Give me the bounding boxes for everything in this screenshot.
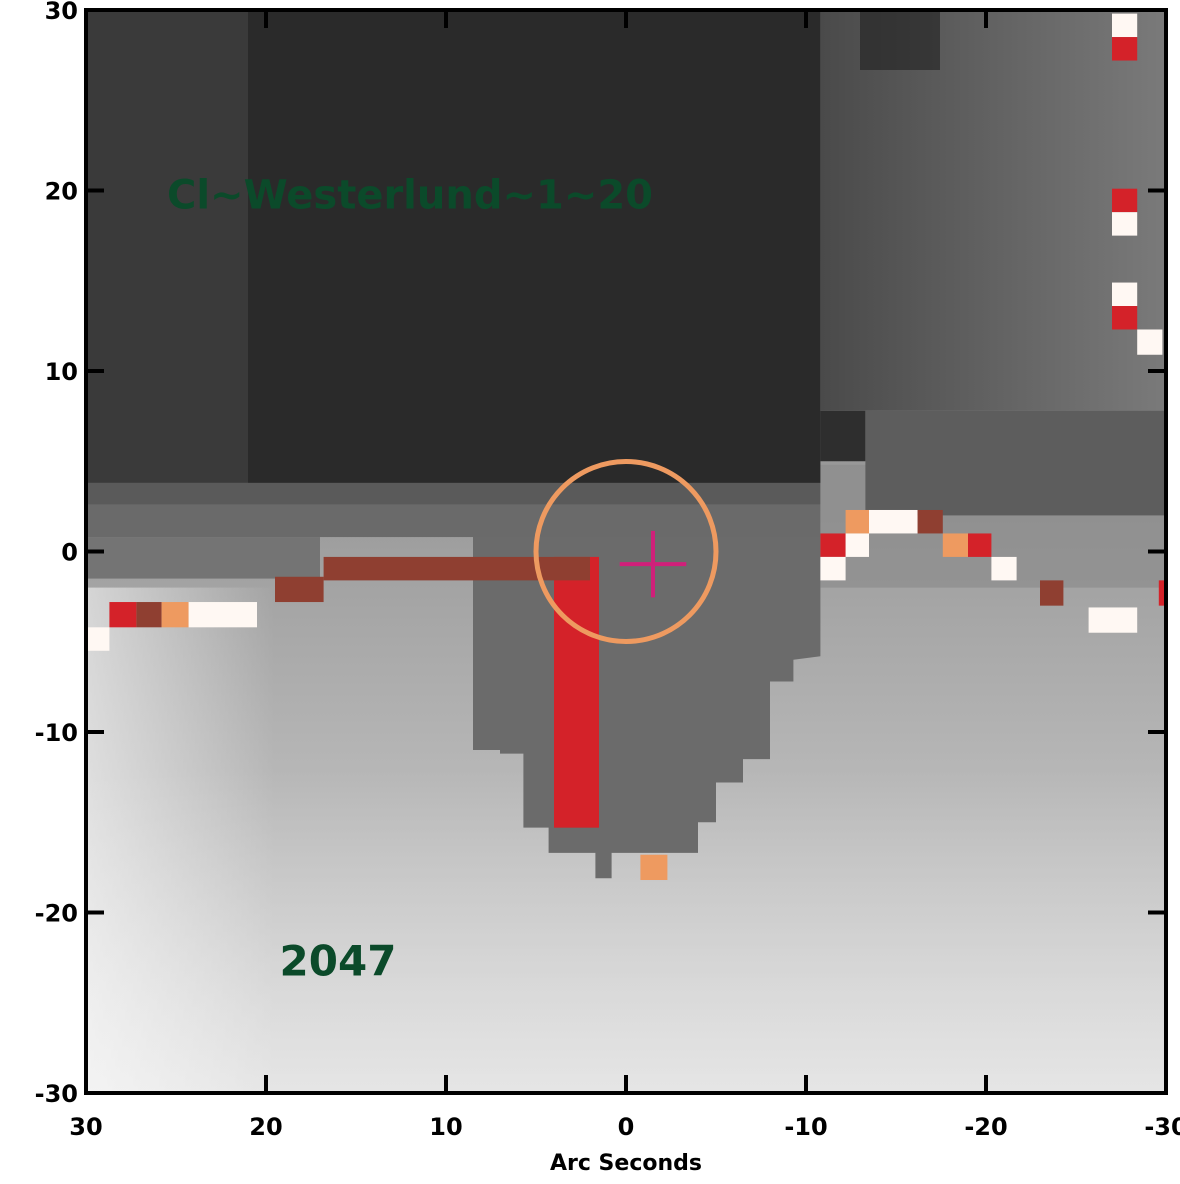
target-circle-marker (533, 459, 719, 644)
x-tick-label-3: 0 (618, 1113, 635, 1141)
flagged-pixel-3 (640, 854, 668, 881)
center-cross-marker (619, 530, 687, 598)
flagged-pixel-layer (86, 13, 1166, 881)
axes: 30 20 10 0 -10 -20 -30 30 20 10 0 -10 -20 -30 (35, 0, 1180, 1141)
flagged-pixel-11 (869, 509, 918, 534)
y-tick-label-3: 0 (61, 539, 78, 567)
flagged-pixel-5 (136, 602, 162, 628)
flagged-pixel-0 (554, 556, 599, 828)
heatmap-upper-right (820, 10, 1166, 411)
x-tick-label-5: -20 (964, 1113, 1007, 1141)
flagged-pixel-23 (1112, 188, 1138, 213)
flagged-pixel-8 (86, 627, 110, 651)
y-tick-label-2: 10 (45, 358, 78, 386)
heatmap-dark-step (820, 410, 866, 462)
x-tick-label-2: 10 (429, 1113, 462, 1141)
x-tick-label-4: -10 (784, 1113, 827, 1141)
flagged-pixel-22 (1112, 37, 1138, 61)
flagged-pixel-26 (1112, 306, 1138, 330)
y-tick-label-0: 30 (45, 0, 78, 25)
flagged-pixel-19 (1088, 607, 1138, 633)
flagged-pixel-12 (917, 509, 943, 534)
heatmap-band-3 (86, 537, 320, 579)
y-tick-label-1: 20 (45, 178, 78, 206)
flagged-pixel-27 (1137, 329, 1163, 355)
flagged-pixel-6 (161, 602, 189, 628)
heatmap-band-2 (86, 504, 821, 538)
flagged-pixel-9 (820, 533, 846, 557)
overlay-layer: Cl~Westerlund~1~20 2047 (167, 173, 719, 986)
flagged-pixel-2 (275, 576, 324, 603)
flagged-pixel-15 (942, 533, 968, 557)
flagged-pixel-20 (1158, 580, 1166, 606)
flagged-pixel-17 (991, 556, 1017, 581)
x-tick-label-6: -30 (1144, 1113, 1180, 1141)
flagged-pixel-13 (845, 533, 869, 557)
heatmap-band-1 (86, 482, 821, 505)
flagged-pixel-7 (188, 602, 257, 628)
flagged-pixel-1 (323, 556, 590, 581)
x-tick-label-1: 20 (249, 1113, 282, 1141)
heatmap-image (86, 10, 1166, 1093)
x-tick-label-0: 30 (69, 1113, 102, 1141)
flagged-pixel-25 (1112, 282, 1138, 307)
annotation-label-1: 2047 (280, 937, 397, 986)
annotation-label-0: Cl~Westerlund~1~20 (167, 173, 653, 219)
flagged-pixel-4 (109, 602, 137, 628)
flagged-pixel-16 (968, 533, 992, 557)
flagged-pixel-10 (845, 509, 869, 534)
flagged-pixel-14 (820, 556, 846, 581)
heatmap-right-mid (865, 410, 1166, 516)
y-tick-label-5: -20 (35, 900, 78, 928)
heatmap-upper-left (86, 10, 248, 483)
x-axis-label: Arc Seconds (550, 1151, 702, 1176)
heatmap-dark-block (248, 10, 821, 483)
flagged-pixel-21 (1112, 13, 1138, 38)
flagged-pixel-18 (1040, 580, 1064, 606)
heatmap-dark-spot (860, 10, 940, 70)
y-tick-label-4: -10 (35, 719, 78, 747)
y-tick-label-6: -30 (35, 1080, 78, 1108)
flagged-pixel-24 (1112, 212, 1138, 236)
